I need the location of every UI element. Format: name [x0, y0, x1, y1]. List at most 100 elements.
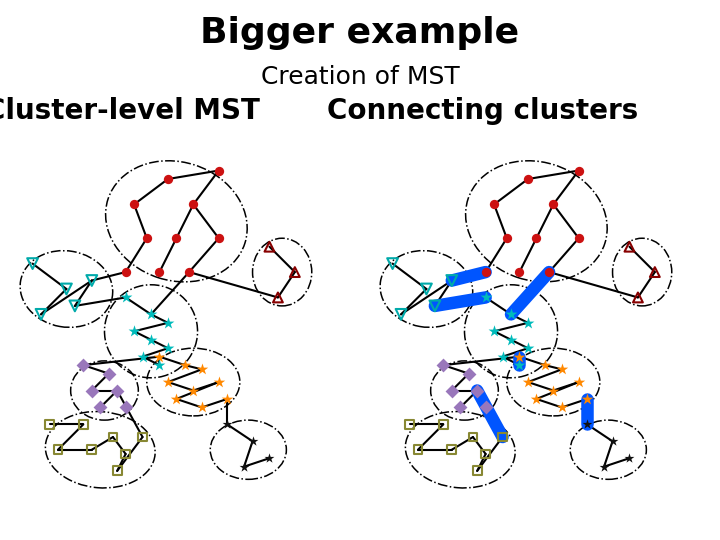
- Point: [69, 301, 81, 310]
- Point: [94, 403, 106, 411]
- Point: [120, 403, 132, 411]
- Point: [607, 437, 618, 445]
- Point: [145, 310, 157, 319]
- Point: [137, 433, 148, 441]
- Point: [446, 446, 458, 454]
- Point: [60, 285, 72, 293]
- Point: [264, 454, 275, 462]
- Point: [404, 420, 415, 429]
- Point: [544, 268, 555, 276]
- Point: [539, 361, 551, 369]
- Point: [624, 454, 635, 462]
- Point: [187, 200, 199, 209]
- Point: [187, 386, 199, 395]
- Point: [624, 242, 635, 251]
- Point: [467, 433, 479, 441]
- Point: [44, 420, 55, 429]
- Point: [86, 276, 98, 285]
- Point: [154, 352, 166, 361]
- Point: [598, 462, 610, 471]
- Point: [531, 395, 542, 403]
- Point: [120, 293, 132, 302]
- Point: [463, 369, 474, 378]
- Point: [154, 268, 166, 276]
- Point: [505, 310, 517, 319]
- Point: [556, 403, 567, 411]
- Point: [522, 319, 534, 327]
- Point: [213, 166, 225, 175]
- Point: [222, 395, 233, 403]
- Point: [112, 386, 123, 395]
- Point: [412, 446, 423, 454]
- Point: [184, 268, 195, 276]
- Point: [632, 293, 644, 302]
- Point: [137, 352, 148, 361]
- Point: [497, 433, 508, 441]
- Text: Bigger example: Bigger example: [200, 16, 520, 50]
- Point: [289, 268, 301, 276]
- Point: [238, 462, 250, 471]
- Point: [472, 467, 483, 475]
- Point: [112, 467, 123, 475]
- Point: [145, 335, 157, 344]
- Point: [120, 268, 132, 276]
- Point: [27, 259, 38, 268]
- Point: [556, 365, 567, 374]
- Point: [53, 446, 63, 454]
- Point: [514, 352, 526, 361]
- Point: [141, 234, 153, 242]
- Point: [247, 437, 258, 445]
- Point: [171, 395, 182, 403]
- Point: [446, 276, 458, 285]
- Point: [497, 352, 508, 361]
- Point: [103, 369, 114, 378]
- Text: Connecting clusters: Connecting clusters: [327, 97, 638, 125]
- Point: [196, 403, 207, 411]
- Point: [454, 403, 466, 411]
- Point: [548, 200, 559, 209]
- Point: [162, 319, 174, 327]
- Point: [86, 386, 98, 395]
- Point: [488, 327, 500, 335]
- Point: [649, 268, 661, 276]
- Point: [501, 234, 513, 242]
- Point: [128, 327, 140, 335]
- Point: [86, 446, 98, 454]
- Point: [480, 403, 491, 411]
- Point: [162, 344, 174, 353]
- Point: [573, 377, 585, 386]
- Point: [531, 234, 542, 242]
- Point: [120, 450, 132, 458]
- Point: [522, 377, 534, 386]
- Point: [514, 268, 526, 276]
- Point: [573, 234, 585, 242]
- Text: Creation of MST: Creation of MST: [261, 65, 459, 89]
- Point: [488, 200, 500, 209]
- Point: [582, 395, 593, 403]
- Point: [213, 377, 225, 386]
- Point: [162, 174, 174, 183]
- Point: [446, 386, 458, 395]
- Point: [548, 386, 559, 395]
- Point: [78, 361, 89, 369]
- Text: Cluster-level MST: Cluster-level MST: [0, 97, 260, 125]
- Point: [582, 420, 593, 429]
- Point: [429, 301, 441, 310]
- Point: [264, 242, 275, 251]
- Point: [522, 174, 534, 183]
- Point: [35, 310, 47, 319]
- Point: [480, 293, 491, 302]
- Point: [420, 285, 432, 293]
- Point: [505, 335, 517, 344]
- Point: [272, 293, 284, 302]
- Point: [395, 310, 407, 319]
- Point: [480, 268, 491, 276]
- Point: [162, 377, 174, 386]
- Point: [438, 361, 449, 369]
- Point: [196, 365, 207, 374]
- Point: [472, 386, 483, 395]
- Point: [78, 420, 89, 429]
- Point: [222, 420, 233, 429]
- Point: [179, 361, 191, 369]
- Point: [387, 259, 398, 268]
